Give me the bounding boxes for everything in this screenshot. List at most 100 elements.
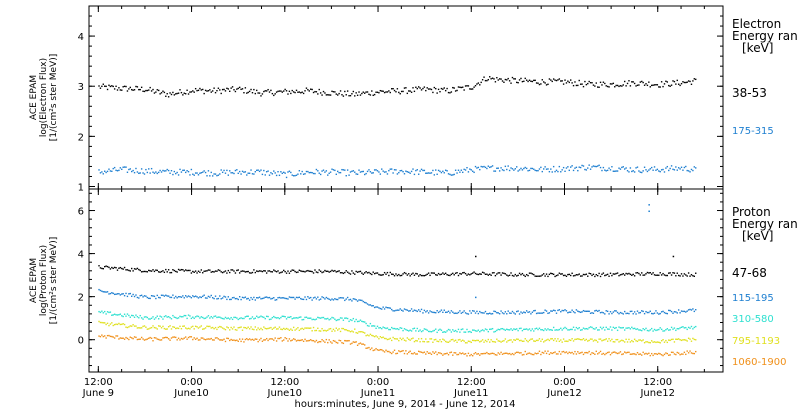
data-point	[291, 269, 293, 271]
data-point	[525, 328, 528, 330]
data-point	[612, 311, 615, 313]
data-point	[143, 339, 146, 341]
data-point	[210, 91, 212, 93]
data-point	[321, 94, 323, 96]
data-point	[615, 352, 617, 354]
data-point	[310, 88, 312, 90]
data-point	[378, 349, 380, 352]
data-point	[402, 310, 404, 312]
data-point	[503, 352, 505, 355]
data-point	[426, 329, 428, 331]
data-point	[194, 325, 197, 328]
data-point	[676, 327, 678, 330]
data-point	[355, 331, 357, 334]
data-point	[335, 327, 337, 329]
data-point	[446, 170, 448, 172]
data-point	[477, 312, 480, 315]
data-point	[408, 90, 410, 92]
data-point	[143, 316, 146, 318]
data-point	[480, 273, 482, 275]
data-point	[400, 338, 403, 341]
data-point	[280, 297, 282, 299]
data-point	[258, 296, 261, 298]
data-point	[554, 329, 556, 331]
data-point	[346, 90, 349, 92]
data-point	[443, 339, 445, 341]
data-point	[520, 339, 522, 342]
data-point	[118, 314, 120, 316]
data-point	[679, 339, 681, 341]
data-point	[334, 318, 336, 320]
data-point	[596, 165, 599, 167]
data-point	[116, 293, 119, 295]
data-point	[372, 271, 374, 273]
data-point	[193, 271, 195, 273]
data-point	[406, 329, 409, 332]
data-point	[301, 327, 303, 330]
data-point	[410, 91, 413, 93]
data-point	[638, 312, 640, 314]
data-point	[578, 273, 580, 275]
data-point	[129, 325, 131, 327]
data-point	[442, 88, 444, 90]
data-point	[322, 271, 325, 273]
data-point	[582, 273, 585, 276]
data-point	[633, 353, 636, 355]
data-point	[604, 169, 606, 171]
data-point	[388, 350, 390, 353]
data-point	[389, 328, 391, 331]
x-tick-label-time: 12:00	[457, 377, 486, 388]
data-point	[153, 318, 156, 320]
data-point	[167, 269, 170, 271]
data-point	[138, 172, 140, 175]
data-point	[172, 269, 174, 271]
data-point	[530, 353, 532, 355]
data-point	[328, 172, 330, 175]
data-point	[355, 341, 357, 343]
data-point	[655, 353, 657, 355]
data-point	[612, 341, 615, 343]
data-point	[544, 309, 546, 311]
data-point	[447, 91, 450, 94]
y-axis-label: [1/(cm²s ster MeV)]	[49, 237, 59, 324]
data-point	[116, 323, 119, 326]
data-point	[143, 90, 146, 93]
data-point	[251, 271, 254, 274]
data-point	[675, 338, 677, 340]
data-point	[160, 327, 163, 329]
data-point	[392, 327, 394, 330]
data-point	[534, 309, 536, 312]
data-point	[126, 171, 129, 173]
data-point	[285, 90, 288, 92]
data-point	[460, 312, 463, 314]
data-point	[192, 90, 194, 92]
data-point	[329, 94, 332, 96]
data-point	[183, 337, 185, 339]
data-point	[155, 269, 157, 271]
data-point	[396, 352, 399, 355]
data-point	[288, 272, 291, 274]
data-point	[490, 352, 492, 355]
data-point	[653, 84, 656, 86]
data-point	[670, 274, 673, 276]
data-point	[491, 165, 494, 167]
data-point	[290, 270, 292, 273]
data-point	[459, 331, 461, 333]
data-point	[105, 265, 107, 267]
data-point	[196, 89, 198, 92]
data-point	[169, 92, 171, 94]
data-point	[254, 317, 257, 319]
series-38-53	[98, 76, 697, 98]
data-point	[504, 78, 507, 81]
data-point	[160, 339, 163, 341]
data-point	[558, 350, 561, 353]
data-point	[491, 272, 494, 274]
data-point	[393, 327, 396, 330]
data-point	[680, 273, 683, 275]
data-point	[163, 91, 166, 94]
data-point	[463, 331, 465, 333]
y-axis-label: log(Electron Flux)	[39, 58, 49, 137]
data-point	[433, 311, 436, 314]
data-point	[611, 274, 613, 277]
data-point	[611, 166, 613, 168]
